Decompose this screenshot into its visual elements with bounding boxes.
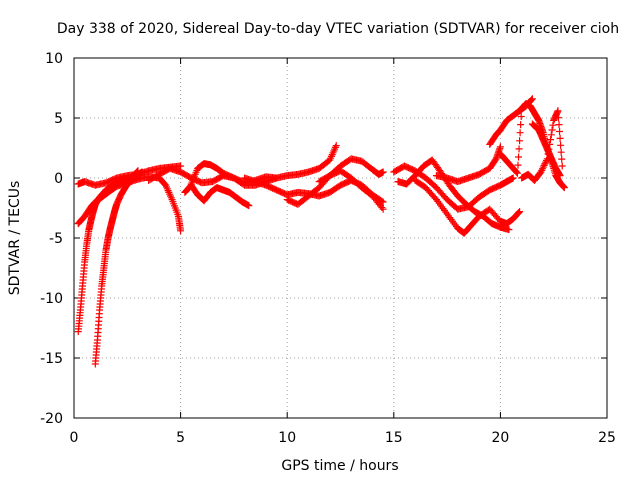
data-point: [547, 136, 555, 144]
y-tick-label: -10: [40, 291, 63, 307]
x-tick-labels: 0 5 10 15 20 25: [70, 430, 616, 446]
data-point: [379, 168, 387, 176]
data-point: [513, 168, 521, 176]
data-point: [528, 96, 536, 104]
data-point: [515, 209, 523, 216]
series-arc-m: [411, 176, 524, 237]
data-point: [513, 169, 521, 177]
data-point: [547, 131, 555, 139]
data-point: [539, 163, 547, 171]
axis-ticks: [73, 57, 608, 419]
x-tick-label: 15: [385, 430, 403, 446]
grid-lines: [74, 58, 607, 418]
y-tick-label: -20: [40, 411, 63, 427]
series-arc-b: [91, 167, 142, 368]
data-point: [517, 113, 525, 120]
data-points: [74, 95, 568, 368]
data-point: [516, 129, 524, 137]
x-tick-label: 5: [176, 430, 185, 446]
y-tick-label: -5: [49, 231, 63, 247]
data-point: [332, 142, 340, 150]
data-point: [517, 121, 525, 129]
y-tick-label: -15: [40, 351, 63, 367]
data-point: [558, 162, 566, 170]
series-arc-h: [241, 174, 387, 206]
plot-frame: [73, 57, 608, 419]
data-point: [557, 148, 565, 156]
data-point: [557, 141, 565, 149]
chart-title: Day 338 of 2020, Sidereal Day-to-day VTE…: [57, 21, 619, 37]
x-tick-label: 10: [278, 430, 296, 446]
data-point: [505, 226, 513, 234]
x-tick-label: 0: [70, 430, 79, 446]
data-point: [556, 134, 564, 142]
data-point: [560, 184, 568, 192]
series-arc-q: [518, 107, 566, 184]
data-point: [378, 204, 386, 212]
y-tick-label: 0: [54, 171, 63, 187]
x-axis-title: GPS time / hours: [281, 458, 398, 474]
data-point: [539, 165, 547, 173]
series-arc-i: [283, 155, 387, 208]
data-point: [538, 166, 546, 174]
data-point: [509, 174, 517, 182]
data-point: [554, 107, 562, 115]
x-tick-label: 25: [598, 430, 616, 446]
data-point: [548, 126, 556, 134]
series-arc-l: [394, 156, 513, 234]
data-point: [542, 158, 550, 166]
data-point: [554, 114, 562, 122]
data-point: [555, 121, 563, 129]
series-arc-k: [390, 162, 517, 213]
y-tick-label: 5: [54, 111, 63, 127]
x-tick-label: 20: [491, 430, 509, 446]
data-point: [514, 161, 522, 169]
data-point: [515, 145, 523, 153]
data-point: [515, 153, 523, 161]
data-point: [516, 137, 524, 145]
data-point: [556, 128, 564, 135]
data-point: [177, 162, 185, 170]
data-point: [558, 155, 566, 163]
data-point: [540, 161, 548, 169]
data-point: [549, 121, 557, 129]
series-arc-n: [432, 143, 504, 186]
data-point: [528, 95, 536, 103]
data-point: [177, 227, 185, 235]
data-point: [556, 172, 564, 180]
y-tick-label: 10: [45, 51, 63, 67]
y-tick-labels: -20 -15 -10 -5 0 5 10: [40, 51, 63, 427]
series-arc-g: [181, 181, 253, 210]
data-point: [541, 160, 549, 168]
series-arc-j: [315, 167, 387, 213]
data-point: [516, 208, 524, 216]
data-point: [537, 168, 545, 176]
data-point: [379, 205, 387, 213]
data-point: [245, 202, 253, 210]
y-axis-title: SDTVAR / TECUs: [7, 181, 23, 296]
data-point: [496, 143, 504, 151]
series-arc-r: [528, 120, 564, 180]
